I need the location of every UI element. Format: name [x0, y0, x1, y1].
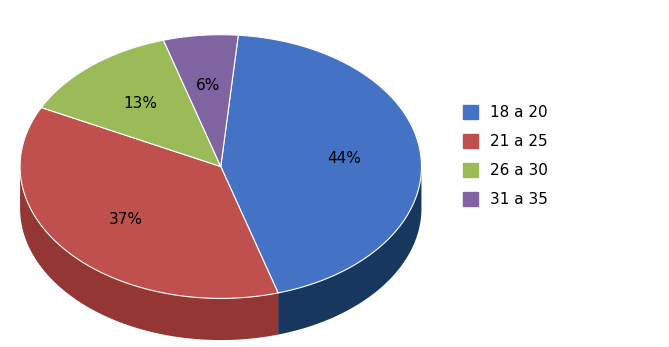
- Polygon shape: [41, 40, 221, 167]
- Polygon shape: [163, 35, 238, 167]
- Text: 13%: 13%: [124, 96, 158, 111]
- Text: 6%: 6%: [196, 78, 220, 93]
- Polygon shape: [20, 108, 278, 298]
- Legend: 18 a 20, 21 a 25, 26 a 30, 31 a 35: 18 a 20, 21 a 25, 26 a 30, 31 a 35: [462, 105, 548, 207]
- Polygon shape: [221, 167, 278, 335]
- Polygon shape: [20, 166, 278, 340]
- Polygon shape: [221, 167, 278, 335]
- Polygon shape: [221, 35, 421, 293]
- Text: 44%: 44%: [328, 151, 361, 166]
- Polygon shape: [278, 165, 421, 335]
- Text: 37%: 37%: [108, 212, 142, 227]
